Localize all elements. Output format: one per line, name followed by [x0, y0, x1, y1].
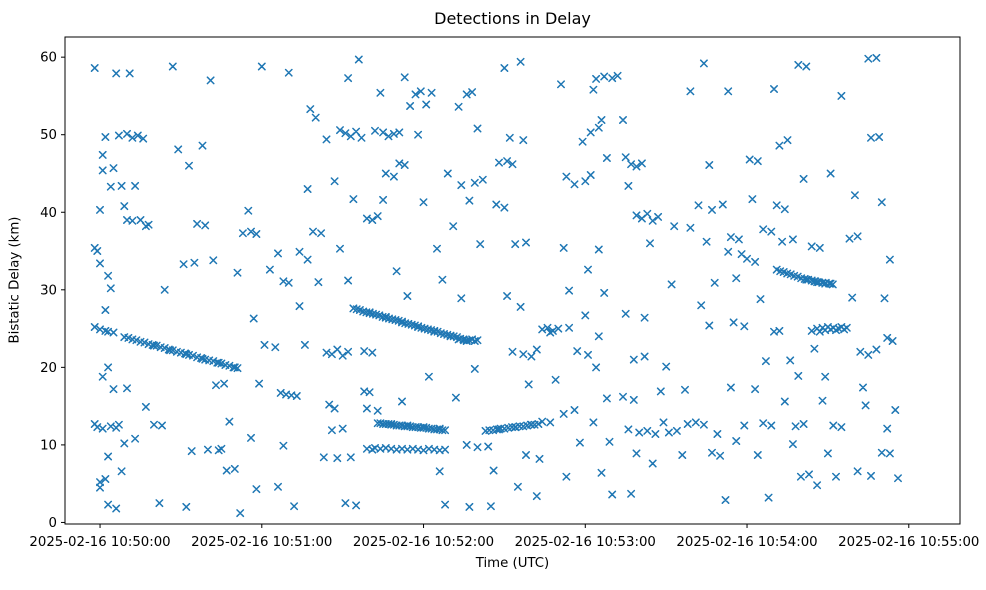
y-tick-label: 50	[40, 128, 57, 143]
x-tick-label: 2025-02-16 10:51:00	[191, 535, 332, 550]
y-tick-label: 30	[40, 283, 57, 298]
y-axis: 0 10 20 30 40 50 60	[40, 51, 65, 531]
x-tick-label: 2025-02-16 10:50:00	[29, 535, 170, 550]
y-tick-label: 0	[49, 516, 57, 531]
y-tick-label: 20	[40, 361, 57, 376]
axes	[64, 36, 961, 525]
x-tick-label: 2025-02-16 10:52:00	[353, 535, 494, 550]
y-tick-label: 40	[40, 206, 57, 221]
chart-title: Detections in Delay	[434, 9, 591, 28]
scatter-series	[90, 53, 902, 518]
x-tick-label: 2025-02-16 10:53:00	[515, 535, 656, 550]
y-tick-label: 60	[40, 51, 57, 66]
x-axis: 2025-02-16 10:50:00 2025-02-16 10:51:00 20…	[29, 524, 979, 550]
x-tick-label: 2025-02-16 10:54:00	[676, 535, 817, 550]
x-tick-label: 2025-02-16 10:55:00	[838, 535, 979, 550]
axes-frame	[64, 36, 961, 525]
scatter-points	[90, 53, 902, 518]
y-axis-label: Bistatic Delay (km)	[7, 216, 23, 344]
x-axis-label: Time (UTC)	[475, 556, 550, 571]
y-tick-label: 10	[40, 438, 57, 453]
